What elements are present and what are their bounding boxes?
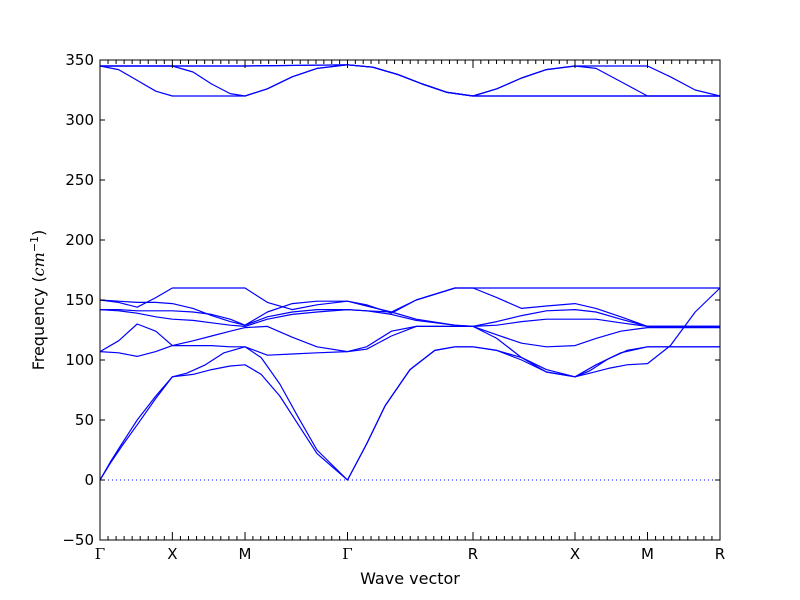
x-axis-label: Wave vector [360,569,460,588]
y-tick-label: 50 [75,411,94,429]
x-tick-label: R [468,545,478,563]
branch-line-3 [99,325,720,378]
y-tick-label: 150 [65,291,94,309]
y-axis-label-suffix: ) [29,230,48,236]
y-axis-label: Frequency (cm−1) [28,230,49,371]
y-tick-label: −50 [62,531,94,549]
y-tick-label: 100 [65,351,94,369]
y-tick-label: 350 [65,51,94,69]
x-tick-label: Γ [342,545,352,563]
branch-line-8 [99,287,720,326]
x-tick-label: X [167,545,177,563]
x-tick-label: X [570,545,580,563]
ticks-group [99,59,721,541]
x-tick-label: M [641,545,654,563]
branch-line-5 [99,309,720,327]
x-tick-label: M [239,545,252,563]
branch-line-6 [100,309,720,327]
y-axis-label-exponent: −1 [28,236,41,252]
branch-line-2 [99,287,721,481]
y-tick-label: 300 [65,111,94,129]
branch-line-12 [100,64,720,97]
y-tick-label: 0 [84,471,94,489]
x-tick-label: Γ [95,545,105,563]
y-axis-label-prefix: Frequency ( [29,276,48,370]
y-tick-label: 250 [65,171,94,189]
y-tick-label: 200 [65,231,94,249]
y-axis-label-unit: cm [29,252,48,276]
branch-line-4 [99,323,720,353]
tick-labels-group: −50 0 50 100 150 200 250 300 350 Γ X M Γ R X M R [62,51,725,563]
x-tick-label: R [715,545,725,563]
